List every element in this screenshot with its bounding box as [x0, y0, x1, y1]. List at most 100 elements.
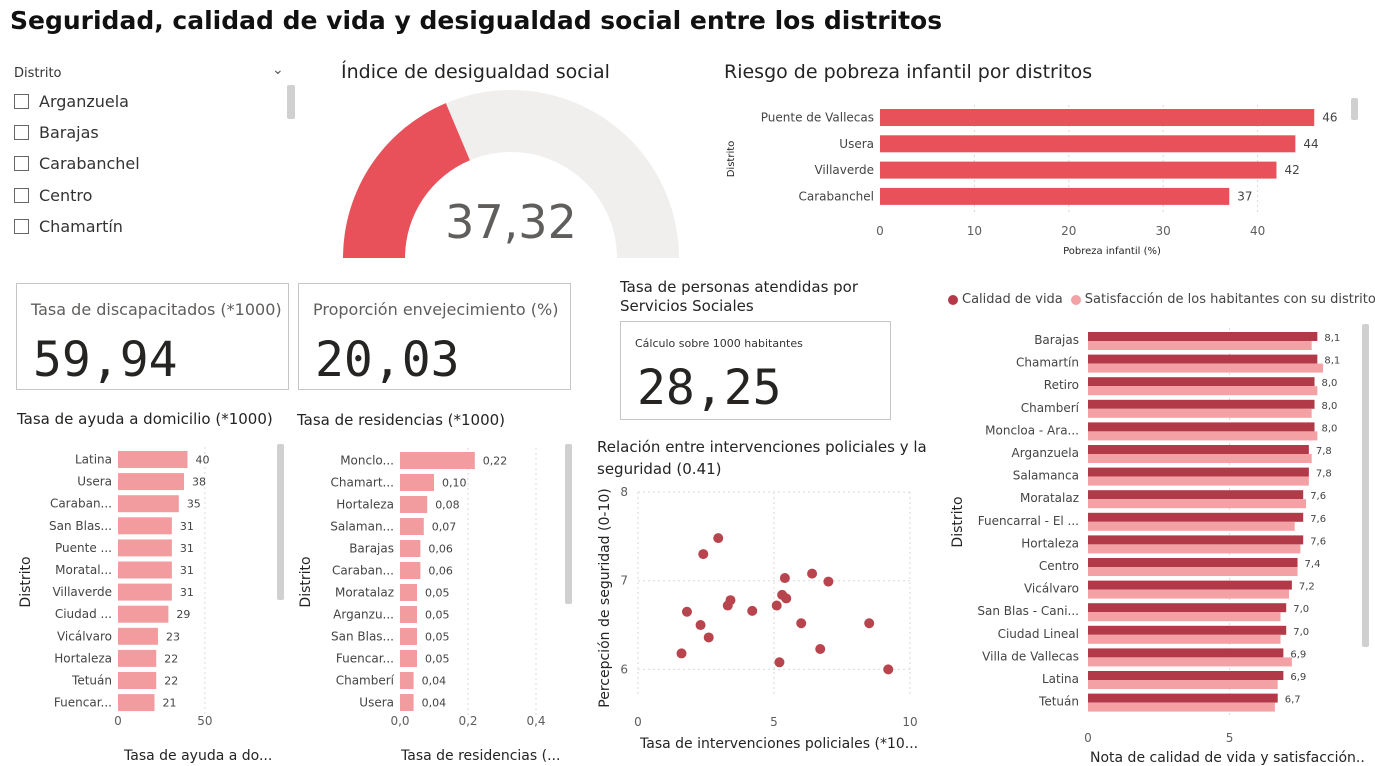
- data-label: 7,0: [1293, 627, 1309, 638]
- category-label: Tetuán: [71, 674, 112, 688]
- checkbox[interactable]: [14, 125, 29, 140]
- bar-satisfaction: [1088, 589, 1290, 599]
- category-label: Moratalaz: [335, 586, 394, 600]
- bar-quality: [1088, 580, 1292, 590]
- slicer-scrollbar[interactable]: [287, 85, 295, 119]
- x-axis-label: Tasa de residencias (...: [400, 748, 560, 764]
- chevron-down-icon[interactable]: ⌄: [272, 62, 284, 78]
- scatter-point: [681, 606, 692, 617]
- bar-quality: [1088, 693, 1278, 703]
- legend-label-quality[interactable]: Calidad de vida: [962, 292, 1063, 307]
- category-label: Barajas: [349, 542, 394, 556]
- quality-scrollbar[interactable]: [1362, 324, 1369, 647]
- bar: [400, 694, 414, 711]
- checkbox[interactable]: [14, 156, 29, 171]
- bar: [118, 517, 172, 535]
- bar-satisfaction: [1088, 386, 1318, 396]
- scatter-point: [747, 605, 758, 616]
- legend-dot-satisfaction: [1070, 294, 1081, 305]
- y-tick-label: 8: [620, 485, 628, 499]
- slicer-item-arganzuela[interactable]: Arganzuela: [14, 92, 129, 111]
- category-label: Monclo...: [340, 454, 394, 468]
- slicer-item-label: Carabanchel: [39, 154, 140, 173]
- category-label: Fuencar...: [54, 696, 112, 710]
- category-label: Salamanca: [1013, 469, 1079, 483]
- data-label: 0,07: [432, 521, 457, 534]
- bar-satisfaction: [1088, 544, 1301, 554]
- data-label: 0,05: [425, 587, 450, 600]
- scatter-point: [713, 533, 724, 544]
- x-tick-label: 0: [634, 715, 642, 729]
- x-tick-label: 30: [1156, 224, 1171, 238]
- bar: [118, 605, 169, 623]
- bar-quality: [1088, 399, 1315, 409]
- data-label: 0,05: [425, 631, 450, 644]
- checkbox[interactable]: [14, 94, 29, 109]
- category-label: Chamberí: [336, 674, 395, 688]
- residences-scrollbar[interactable]: [565, 444, 572, 604]
- bar-quality: [1088, 332, 1318, 341]
- poverty-scrollbar[interactable]: [1351, 98, 1358, 120]
- bar: [118, 627, 158, 645]
- data-label: 6,7: [1285, 695, 1301, 706]
- category-label: Latina: [75, 453, 112, 467]
- data-label: 42: [1284, 163, 1299, 177]
- bar-satisfaction: [1088, 702, 1275, 712]
- home-help-scrollbar[interactable]: [277, 444, 284, 600]
- slicer-item-barajas[interactable]: Barajas: [14, 123, 99, 142]
- data-label: 21: [162, 697, 176, 710]
- gauge-value: 37,32: [445, 195, 577, 249]
- data-label: 7,6: [1310, 491, 1326, 502]
- scatter-point: [796, 618, 807, 629]
- category-label: Latina: [1042, 672, 1079, 686]
- x-tick-label: 0: [876, 224, 884, 238]
- scatter-point: [771, 600, 782, 611]
- y-axis-label: Distrito: [950, 496, 966, 547]
- slicer-item-carabanchel[interactable]: Carabanchel: [14, 154, 140, 173]
- disability-card: Tasa de discapacitados (*1000) 59,94: [16, 283, 289, 390]
- bar: [400, 584, 417, 601]
- data-label: 31: [180, 586, 194, 599]
- data-label: 7,6: [1310, 536, 1326, 547]
- data-label: 7,8: [1316, 446, 1332, 457]
- bar-quality: [1088, 422, 1315, 432]
- checkbox[interactable]: [14, 219, 29, 234]
- bar-quality: [1088, 671, 1284, 680]
- data-label: 37: [1237, 189, 1252, 203]
- data-label: 23: [166, 630, 180, 643]
- bar: [118, 539, 172, 557]
- x-tick-label: 10: [902, 715, 917, 729]
- gauge-title: Índice de desigualdad social: [341, 61, 610, 83]
- bar-quality: [1088, 354, 1318, 364]
- category-label: Caraban...: [332, 564, 394, 578]
- y-axis-label: Distrito: [298, 556, 314, 607]
- legend-label-satisfaction[interactable]: Satisfacción de los habitantes con su di…: [1084, 292, 1375, 307]
- y-axis-label: Percepción de seguridad (0-10): [597, 488, 613, 707]
- bar: [118, 561, 172, 579]
- category-label: Chamberí: [1021, 401, 1080, 415]
- category-label: Moratal...: [55, 563, 112, 577]
- slicer-item-chamartin[interactable]: Chamartín: [14, 217, 123, 236]
- slicer-item-label: Arganzuela: [39, 92, 129, 111]
- data-label: 8,0: [1322, 378, 1338, 389]
- bar: [880, 135, 1296, 153]
- bar-satisfaction: [1088, 431, 1318, 441]
- bar-quality: [1088, 377, 1315, 387]
- bar: [118, 694, 155, 712]
- bar: [400, 562, 421, 579]
- scatter-point: [883, 664, 894, 675]
- scatter-point: [807, 568, 818, 579]
- data-label: 7,4: [1305, 559, 1321, 570]
- slicer-item-centro[interactable]: Centro: [14, 186, 92, 205]
- data-label: 0,08: [435, 499, 460, 512]
- y-tick-label: 6: [620, 662, 628, 676]
- y-axis-label: Distrito: [726, 141, 737, 178]
- data-label: 31: [180, 542, 194, 555]
- bar-quality: [1088, 603, 1287, 613]
- aging-card-value: 20,03: [315, 332, 460, 388]
- slicer-header: Distrito: [14, 66, 62, 81]
- category-label: Ciudad ...: [55, 607, 112, 621]
- scatter-point: [703, 632, 714, 643]
- checkbox[interactable]: [14, 188, 29, 203]
- data-label: 31: [180, 520, 194, 533]
